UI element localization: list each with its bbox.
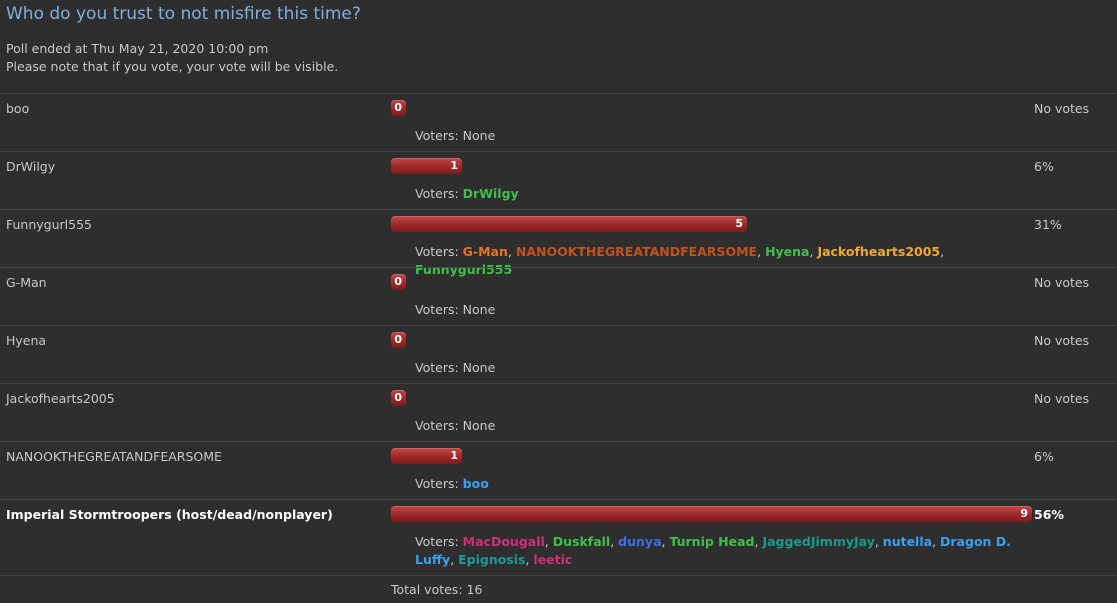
poll-title: Who do you trust to not misfire this tim… [6, 4, 361, 24]
vote-bar: 0 [391, 100, 406, 116]
vote-count: 1 [450, 449, 458, 462]
vote-count: 5 [735, 217, 743, 230]
voter-link[interactable]: Duskfall [552, 534, 611, 549]
vote-percent: No votes [1034, 391, 1090, 406]
vote-bar: 0 [391, 274, 406, 290]
voters-none: None [462, 360, 496, 375]
vote-count: 1 [450, 159, 458, 172]
voter-link[interactable]: Epignosis [458, 552, 526, 567]
poll-option-label: Funnygurl555 [6, 217, 92, 232]
poll-option-row: Imperial Stormtroopers (host/dead/nonpla… [0, 499, 1117, 576]
vote-bar: 1 [391, 448, 462, 464]
poll-option-label: Jackofhearts2005 [6, 391, 115, 406]
poll-option-label: boo [6, 101, 30, 116]
voter-link[interactable]: Dragon D. Luffy [415, 534, 1011, 567]
poll-option-row: Funnygurl555 5 31% Voters: G-Man, NANOOKTHE… [0, 209, 1117, 277]
voters-none: None [462, 418, 496, 433]
vote-percent: No votes [1034, 333, 1090, 348]
voters-none: None [462, 302, 496, 317]
voter-link[interactable]: JaggedJimmyJay [762, 534, 875, 549]
voters-list: Voters: None [415, 127, 1015, 145]
voters-label: Voters: [415, 186, 459, 201]
poll-ended-text: Poll ended at Thu May 21, 2020 10:00 pm [6, 41, 269, 56]
vote-percent: 6% [1034, 449, 1054, 464]
poll-option-row: Jackofhearts2005 0 No votes Voters: None [0, 383, 1117, 442]
vote-percent: No votes [1034, 275, 1090, 290]
voter-link[interactable]: Hyena [765, 244, 810, 259]
poll-option-label: NANOOKTHEGREATANDFEARSOME [6, 449, 222, 464]
voters-label: Voters: [415, 360, 459, 375]
voter-link[interactable]: Funnygurl555 [415, 262, 513, 277]
voters-list: Voters: None [415, 301, 1015, 319]
vote-count: 0 [394, 101, 402, 114]
voters-list: Voters: None [415, 359, 1015, 377]
voter-link[interactable]: DrWilgy [462, 186, 519, 201]
poll-note-text: Please note that if you vote, your vote … [6, 59, 339, 74]
vote-percent: 56% [1034, 507, 1064, 522]
voter-link[interactable]: NANOOKTHEGREATANDFEARSOME [515, 244, 758, 259]
voter-link[interactable]: dunya [618, 534, 662, 549]
poll-option-row: Hyena 0 No votes Voters: None [0, 325, 1117, 384]
voter-link[interactable]: Jackofhearts2005 [817, 244, 941, 259]
voter-link[interactable]: boo [462, 476, 489, 491]
vote-count: 0 [394, 333, 402, 346]
voters-list: Voters: G-Man, NANOOKTHEGREATANDFEARSOME… [415, 244, 945, 277]
results-divider [0, 575, 1117, 576]
vote-count: 0 [394, 391, 402, 404]
voters-label: Voters: [415, 128, 459, 143]
voters-label: Voters: [415, 476, 459, 491]
voters-list: Voters: MacDougall, Duskfall, dunya, Tur… [415, 534, 1011, 567]
total-votes: Total votes: 16 [391, 582, 483, 597]
vote-bar: 9 [391, 506, 1032, 522]
voters-label: Voters: [415, 418, 459, 433]
voter-link[interactable]: Turnip Head [669, 534, 755, 549]
voters-list: Voters: boo [415, 475, 1015, 493]
voters-label: Voters: [415, 534, 459, 549]
poll-option-row: boo 0 No votes Voters: None [0, 93, 1117, 152]
voters-label: Voters: [415, 302, 459, 317]
vote-count: 9 [1020, 507, 1028, 520]
poll-option-label: Hyena [6, 333, 47, 348]
vote-bar: 0 [391, 332, 406, 348]
poll-option-row: DrWilgy 1 6% Voters: DrWilgy [0, 151, 1117, 210]
poll-info: Poll ended at Thu May 21, 2020 10:00 pm … [6, 40, 338, 76]
vote-count: 0 [394, 275, 402, 288]
poll-option-label: Imperial Stormtroopers (host/dead/nonpla… [6, 507, 333, 522]
vote-percent: No votes [1034, 101, 1090, 116]
voters-list: Voters: DrWilgy [415, 185, 1015, 203]
voter-link[interactable]: nutella [882, 534, 933, 549]
poll-option-row: NANOOKTHEGREATANDFEARSOME 1 6% Voters: boo [0, 441, 1117, 500]
voters-none: None [462, 128, 496, 143]
poll-option-label: G-Man [6, 275, 47, 290]
vote-bar: 0 [391, 390, 406, 406]
poll-option-row: G-Man 0 No votes Voters: None [0, 267, 1117, 326]
voter-link[interactable]: G-Man [462, 244, 508, 259]
voter-link[interactable]: leetic [533, 552, 573, 567]
poll-option-label: DrWilgy [6, 159, 56, 174]
vote-bar: 1 [391, 158, 462, 174]
voters-label: Voters: [415, 244, 459, 259]
voters-list: Voters: None [415, 417, 1015, 435]
vote-percent: 31% [1034, 217, 1062, 232]
vote-percent: 6% [1034, 159, 1054, 174]
voter-link[interactable]: MacDougall [462, 534, 545, 549]
vote-bar: 5 [391, 216, 747, 232]
